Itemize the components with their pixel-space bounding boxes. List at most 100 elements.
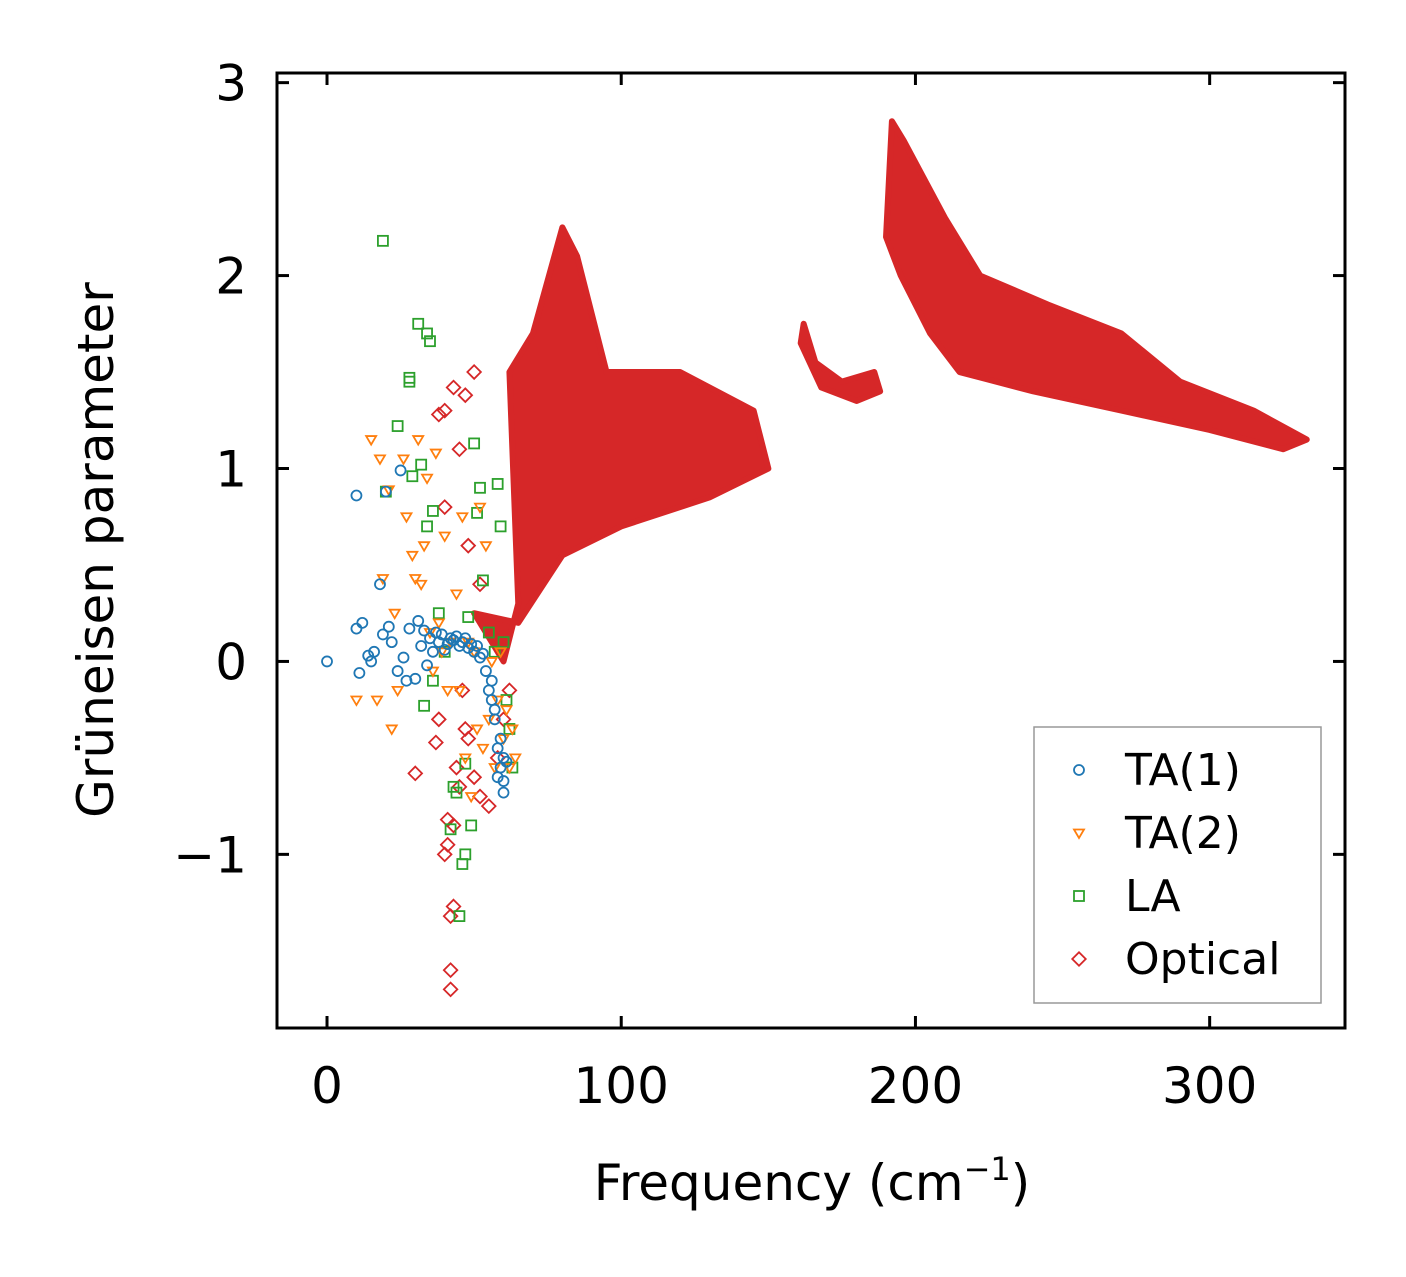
x-tick-label: 0 [311, 1057, 343, 1115]
ta-1-point [479, 665, 492, 677]
ta-2-point [505, 724, 519, 736]
ta-2-point [370, 695, 384, 707]
la-point [391, 420, 404, 432]
ta-2-point [373, 454, 387, 466]
ta-1-point [397, 651, 410, 664]
ta-2-point [391, 685, 405, 698]
ta-1-point [444, 632, 457, 645]
la-point [491, 478, 504, 490]
la-point [432, 607, 445, 620]
ta-1-point [350, 489, 363, 502]
la-point [488, 645, 501, 658]
optical-point [442, 981, 459, 998]
optical-point [457, 387, 474, 404]
ta-2-point [455, 512, 469, 524]
optical-point [436, 402, 453, 419]
x-axis-label-close: ) [1011, 1154, 1031, 1212]
la-point [421, 327, 433, 340]
ta-1-point [427, 645, 439, 658]
optical-point [430, 406, 447, 423]
la-point [427, 505, 439, 517]
ta-2-point [411, 435, 425, 447]
optical-point [407, 765, 424, 782]
ta-2-point [502, 763, 517, 775]
ta-2-point [388, 608, 402, 620]
ta-2-point [385, 724, 399, 736]
la-point [450, 786, 463, 799]
ta-1-point [394, 464, 407, 477]
ta-1-point [403, 622, 416, 635]
legend: TA(1) TA(2) LA Optical [1033, 726, 1322, 1004]
ta-2-point [441, 685, 455, 698]
optical-point [466, 364, 483, 381]
ta-1-point [500, 755, 513, 768]
ta-1-point [497, 775, 510, 787]
ta-1-point [353, 667, 366, 679]
ta-1-point [409, 672, 422, 685]
ta-1-point [385, 636, 398, 649]
optical-point [442, 962, 459, 979]
optical-point [480, 798, 497, 815]
la-point [482, 626, 495, 639]
ta-1-point [321, 655, 333, 668]
la-point [465, 819, 478, 832]
la-point [421, 520, 433, 533]
ta-1-point [412, 615, 425, 627]
optical-point [460, 730, 477, 747]
y-tick-label: 0 [215, 633, 247, 691]
la-point [474, 481, 486, 494]
legend-box [1033, 726, 1322, 1004]
ta-2-point [488, 763, 502, 775]
la-point [403, 375, 416, 388]
ta-2-point [452, 685, 466, 698]
legend-item-ta-2: TA(2) [1072, 808, 1241, 859]
ta-2-point [426, 666, 440, 678]
ta-1-point [379, 485, 392, 498]
la-point [497, 636, 510, 649]
ta-1-point [377, 628, 389, 641]
optical-point [436, 499, 453, 516]
ta-2-point [432, 618, 446, 630]
ta-2-point [470, 724, 484, 736]
x-axis-label-superscript: −1 [964, 1150, 1011, 1188]
legend-item-optical: Optical [1070, 934, 1280, 985]
optical-point [436, 846, 453, 863]
legend-marker-la [1073, 890, 1085, 902]
y-axis-label: Grüneisen parameter [67, 282, 125, 818]
legend-item-ta-1: TA(1) [1073, 745, 1241, 796]
ta-2-point [396, 454, 411, 466]
ta-2-point [494, 647, 508, 659]
optical-clusters [471, 118, 1310, 665]
la-point [459, 848, 472, 861]
la-point [494, 520, 507, 533]
optical-point [430, 711, 447, 728]
ta-2-point [429, 448, 443, 460]
legend-item-la: LA [1073, 871, 1181, 922]
la-point [412, 317, 425, 330]
optical-point [445, 379, 462, 396]
legend-marker-optical [1070, 950, 1088, 968]
ta-2-point [485, 657, 499, 669]
ta-2-point [491, 695, 505, 707]
la-point [453, 910, 466, 923]
legend-label: TA(1) [1124, 745, 1241, 796]
ta-1-point [465, 638, 478, 650]
ta-2-point [420, 473, 434, 485]
y-tick-label: 2 [215, 248, 247, 306]
x-tick-label: 300 [1162, 1057, 1257, 1115]
optical-point [451, 441, 468, 458]
ta-1-point [471, 640, 483, 652]
optical-point [439, 836, 456, 853]
ta-1-point [418, 624, 431, 637]
optical-point [501, 682, 518, 699]
ta-1-point [494, 732, 507, 745]
ta-1-point [491, 771, 504, 784]
y-tick-label: 1 [215, 441, 247, 499]
legend-marker-ta-2 [1072, 828, 1086, 840]
legend-label: Optical [1125, 934, 1280, 985]
la-point [418, 699, 431, 712]
ta-2-point [479, 541, 493, 553]
ta-1-point [362, 649, 375, 662]
legend-marker-ta-1 [1073, 764, 1085, 776]
